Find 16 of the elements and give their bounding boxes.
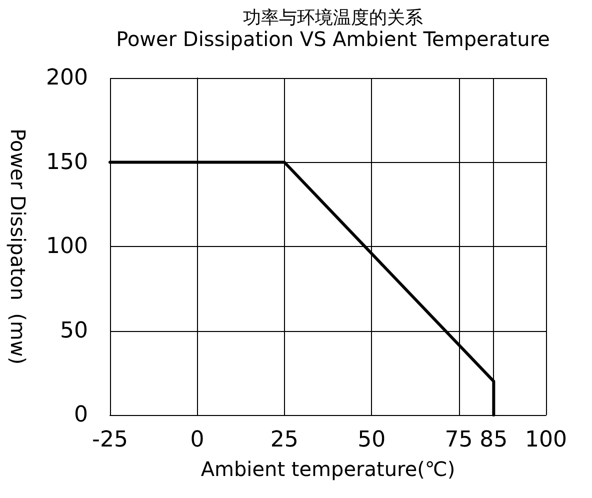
- y-tick-label: 0: [74, 402, 88, 428]
- y-tick-label: 200: [46, 66, 88, 90]
- x-tick-label: 0: [190, 428, 204, 452]
- x-tick-label: -25: [92, 428, 128, 452]
- chart-title: 功率与环境温度的关系: [243, 8, 423, 28]
- x-axis-title: Ambient temperature(℃): [200, 457, 456, 481]
- y-tick-label: 150: [46, 150, 88, 175]
- x-tick-label: 75: [444, 428, 473, 452]
- x-tick-label: 85: [480, 428, 508, 452]
- x-tick-label: 25: [270, 428, 298, 452]
- y-tick-label: 100: [46, 234, 88, 259]
- x-tick-label: 100: [525, 428, 567, 452]
- y-tick-label: 50: [60, 318, 88, 344]
- y-axis-title: Power Dissipaton (mw): [6, 128, 30, 365]
- x-tick-label: 50: [358, 428, 386, 452]
- chart-subtitle: Power Dissipation VS Ambient Temperature: [116, 27, 550, 51]
